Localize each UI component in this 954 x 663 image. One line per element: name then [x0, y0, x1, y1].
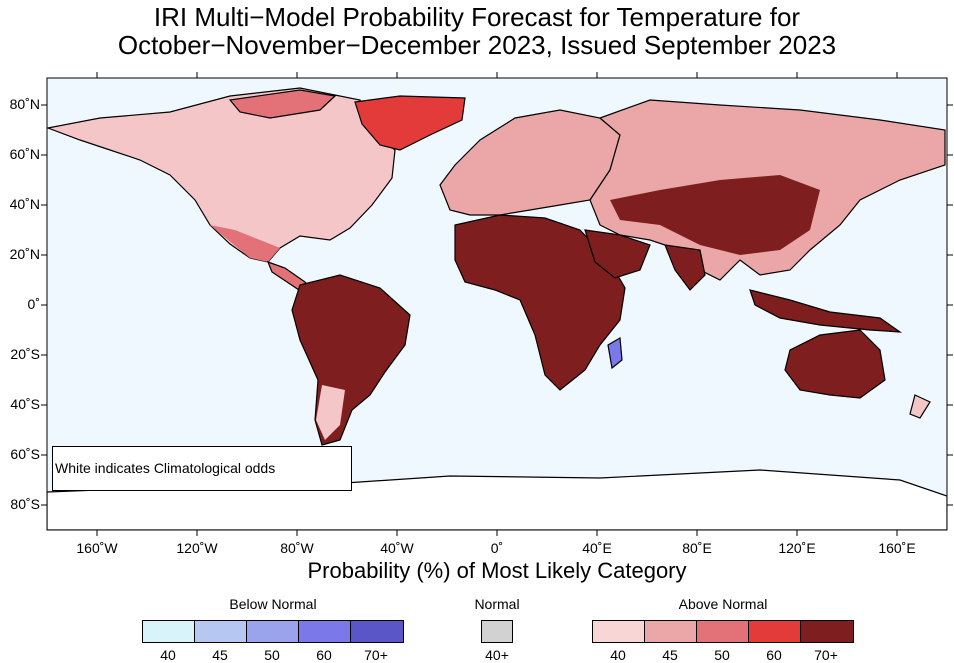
above-tick-label: 45 [662, 647, 678, 663]
above-tick-label: 60 [766, 647, 782, 663]
above-swatch [696, 620, 749, 643]
axis-ticks [41, 72, 953, 536]
above-tick-label: 40 [610, 647, 626, 663]
x-axis-label: 80˚W [280, 540, 314, 556]
legend-title: Probability (%) of Most Likely Category [307, 558, 687, 583]
y-axis-label: 40˚N [9, 196, 40, 212]
x-axis-label: 40˚E [582, 540, 612, 556]
x-axis-label: 120˚E [778, 540, 816, 556]
map-title-line1: IRI Multi−Model Probability Forecast for… [153, 2, 801, 32]
x-axis-label: 40˚W [380, 540, 414, 556]
y-axis-label: 80˚N [9, 96, 40, 112]
climatology-note: White indicates Climatological odds [52, 446, 352, 491]
landmasses [47, 87, 947, 530]
north-america [47, 87, 396, 263]
madagascar [607, 337, 623, 370]
x-axis-label: 80˚E [682, 540, 712, 556]
below-tick-label: 40 [160, 647, 176, 663]
maritime-continent [749, 289, 903, 333]
australia [784, 329, 886, 399]
arctic-islands [228, 89, 337, 119]
normal-tick-label: 40+ [485, 647, 509, 663]
below-tick-label: 70+ [364, 647, 388, 663]
y-axis-label: 80˚S [10, 496, 40, 512]
greenland [354, 95, 466, 151]
above-normal-label: Above Normal [678, 596, 768, 612]
y-axis-label: 40˚S [10, 396, 40, 412]
below-swatch [194, 620, 247, 643]
below-swatch [246, 620, 299, 643]
x-axis-label: 160˚W [76, 540, 118, 556]
y-axis-label: 20˚S [10, 346, 40, 362]
x-axis-label: 160˚E [878, 540, 916, 556]
y-axis-label: 0˚ [27, 296, 40, 312]
above-tick-label: 70+ [814, 647, 838, 663]
below-tick-label: 60 [316, 647, 332, 663]
africa [454, 214, 626, 391]
below-tick-label: 45 [212, 647, 228, 663]
above-swatch [644, 620, 697, 643]
below-swatch [142, 620, 195, 643]
below-swatch [350, 620, 404, 643]
asia-warm-core [610, 175, 820, 255]
map-title-line2: October−November−December 2023, Issued S… [117, 30, 837, 60]
above-tick-label: 50 [714, 647, 730, 663]
above-swatch [800, 620, 854, 643]
x-axis-label: 120˚W [176, 540, 218, 556]
y-axis-label: 60˚S [10, 446, 40, 462]
x-axis-label: 0˚ [490, 540, 504, 556]
below-normal-label: Below Normal [229, 596, 317, 612]
north-america-warm-south [210, 225, 280, 262]
y-axis-label: 20˚N [9, 246, 40, 262]
arabia-india [584, 229, 706, 291]
normal-label: Normal [474, 596, 520, 612]
y-axis-label: 60˚N [9, 146, 40, 162]
below-swatch [298, 620, 351, 643]
new-zealand [909, 394, 931, 419]
below-tick-label: 50 [264, 647, 280, 663]
above-swatch [592, 620, 645, 643]
south-america-tip [316, 385, 345, 440]
above-swatch [748, 620, 801, 643]
normal-swatch [481, 620, 513, 643]
